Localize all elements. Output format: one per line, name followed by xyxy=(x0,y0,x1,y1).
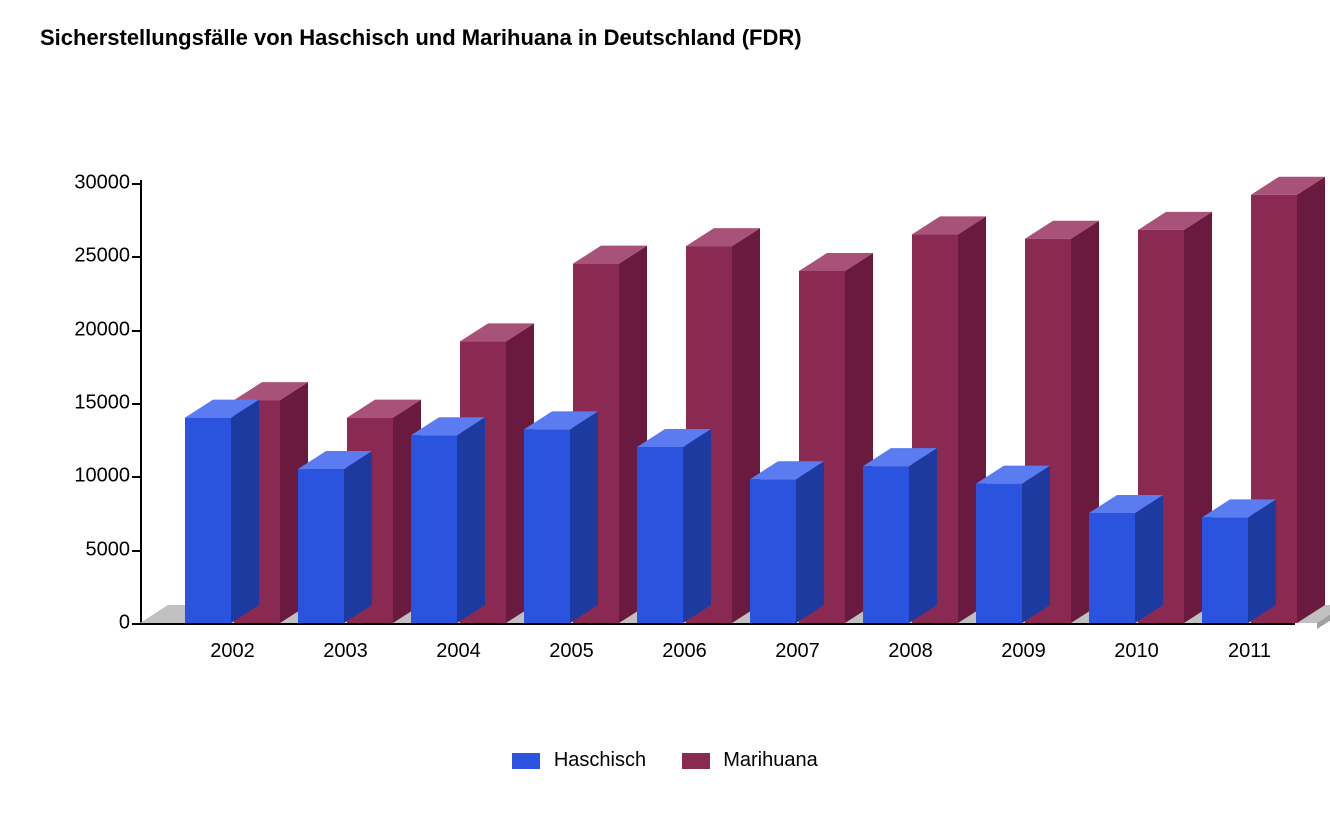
y-axis-label: 25000 xyxy=(74,245,130,268)
bar-haschisch-2006-side xyxy=(683,429,711,623)
x-axis-label: 2010 xyxy=(1114,640,1159,663)
y-axis-label: 5000 xyxy=(86,538,131,561)
bar-haschisch-2002-side xyxy=(231,400,259,623)
y-axis-label: 20000 xyxy=(74,318,130,341)
legend-swatch-haschisch xyxy=(512,753,540,769)
bar-haschisch-2007-front xyxy=(750,479,796,623)
bar-haschisch-2003-side xyxy=(344,451,372,623)
legend: Haschisch Marihuana xyxy=(0,749,1330,772)
bar-haschisch-2003-front xyxy=(298,469,344,623)
x-axis-label: 2006 xyxy=(662,640,707,663)
bar-haschisch-2005-front xyxy=(524,429,570,623)
x-axis-labels: 2002 2003 2004 2005 2006 2007 2008 2009 2010 2011 xyxy=(140,640,1290,670)
x-axis-label: 2007 xyxy=(775,640,820,663)
bar-haschisch-2010-front xyxy=(1089,513,1135,623)
x-axis-label: 2009 xyxy=(1001,640,1046,663)
y-axis: 050001000015000200002500030000 xyxy=(40,180,140,660)
bar-haschisch-2008-front xyxy=(863,466,909,623)
y-axis-tick xyxy=(132,403,142,405)
y-axis-label: 30000 xyxy=(74,172,130,195)
bar-marihuana-2011-side xyxy=(1297,177,1325,623)
x-axis-label: 2004 xyxy=(436,640,481,663)
bar-haschisch-2004-side xyxy=(457,417,485,623)
bar-haschisch-2011-side xyxy=(1248,499,1276,623)
y-axis-tick xyxy=(132,623,142,625)
bar-haschisch-2009-side xyxy=(1022,466,1050,623)
chart-plot-area xyxy=(140,180,1290,660)
bar-haschisch-2004-front xyxy=(411,435,457,623)
x-axis-label: 2002 xyxy=(210,640,255,663)
bar-haschisch-2002-front xyxy=(185,418,231,623)
y-axis-tick xyxy=(132,476,142,478)
chart-container: Sicherstellungsfälle von Haschisch und M… xyxy=(0,0,1330,822)
x-axis-label: 2005 xyxy=(549,640,594,663)
bar-haschisch-2006-front xyxy=(637,447,683,623)
legend-item-haschisch: Haschisch xyxy=(512,749,646,772)
legend-label-haschisch: Haschisch xyxy=(554,749,646,771)
bar-haschisch-2005-side xyxy=(570,411,598,623)
y-axis-tick xyxy=(132,330,142,332)
bar-haschisch-2009-front xyxy=(976,484,1022,623)
y-axis-label: 0 xyxy=(119,612,130,635)
legend-label-marihuana: Marihuana xyxy=(723,749,818,771)
bar-haschisch-2007-side xyxy=(796,461,824,623)
x-axis-label: 2008 xyxy=(888,640,933,663)
legend-item-marihuana: Marihuana xyxy=(682,749,818,772)
y-axis-tick xyxy=(132,183,142,185)
y-axis-label: 10000 xyxy=(74,465,130,488)
chart-title: Sicherstellungsfälle von Haschisch und M… xyxy=(40,25,802,51)
bar-haschisch-2010-side xyxy=(1135,495,1163,623)
bar-haschisch-2011-front xyxy=(1202,517,1248,623)
legend-swatch-marihuana xyxy=(682,753,710,769)
x-axis-label: 2011 xyxy=(1228,640,1271,663)
y-axis-tick xyxy=(132,550,142,552)
chart-svg xyxy=(140,180,1320,660)
bar-haschisch-2008-side xyxy=(909,448,937,623)
y-axis-tick xyxy=(132,256,142,258)
y-axis-label: 15000 xyxy=(74,392,130,415)
x-axis-label: 2003 xyxy=(323,640,368,663)
